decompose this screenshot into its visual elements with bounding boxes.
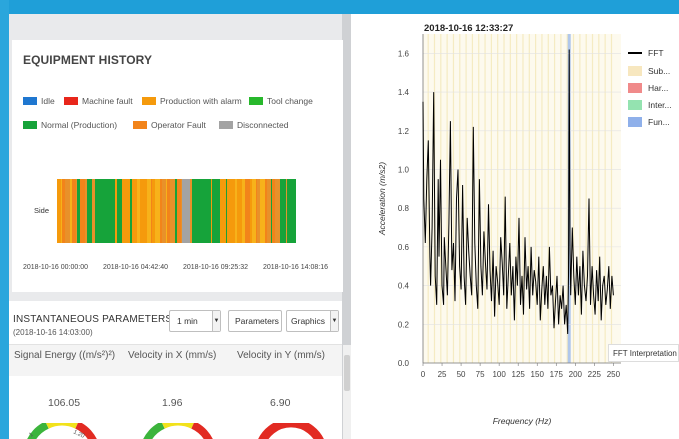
x-axis-label: Frequency (Hz) xyxy=(493,416,552,426)
legend-item-machine-fault[interactable]: Machine fault xyxy=(64,96,133,106)
chevron-down-icon: ▼ xyxy=(212,311,220,331)
legend-swatch-operator-fault xyxy=(133,121,147,129)
velocity-y-header: Velocity in Y (mm/s) xyxy=(237,350,325,361)
x-tick-label: 25 xyxy=(438,370,447,379)
graphics-select[interactable]: Graphics ▼ xyxy=(286,310,339,332)
x-tick-label: 200 xyxy=(569,370,583,379)
velocity-x-header: Velocity in X (mm/s) xyxy=(128,350,216,361)
fft-legend-fun[interactable]: Fun... xyxy=(628,117,670,127)
y-tick-label: 0.6 xyxy=(398,243,410,252)
subharmonic-band xyxy=(484,34,485,363)
legend-item-idle[interactable]: Idle xyxy=(23,96,55,106)
velocity-x-value: 1.96 xyxy=(162,397,182,409)
legend-swatch-tool-change xyxy=(249,97,263,105)
y-tick-label: 1.0 xyxy=(398,165,410,174)
window-top-bar xyxy=(0,0,679,14)
y-tick-label: 0.8 xyxy=(398,204,410,213)
velocity-y-gauge xyxy=(252,423,330,439)
fft-plot-background xyxy=(423,34,621,363)
fft-interpretation-button[interactable]: FFT Interpretation xyxy=(608,344,679,362)
subharmonic-band xyxy=(516,34,517,363)
fft-legend-fft[interactable]: FFT xyxy=(628,48,664,58)
instantaneous-parameters-card: INSTANTANEOUS PARAMETERS (2018-10-16 14:… xyxy=(9,301,342,439)
time-tick-0: 2018-10-16 00:00:00 xyxy=(23,264,88,271)
window-left-bar xyxy=(0,0,9,439)
subharmonic-band xyxy=(503,34,504,363)
subharmonic-band xyxy=(491,34,492,363)
legend-item-normal-production[interactable]: Normal (Production) xyxy=(23,120,117,130)
x-tick-label: 250 xyxy=(607,370,621,379)
parameters-scrollbar-thumb[interactable] xyxy=(344,355,350,391)
signal-energy-header: Signal Energy ((m/s²)²) xyxy=(14,350,115,361)
timeline-segment xyxy=(295,179,296,243)
velocity-y-value: 6.90 xyxy=(270,397,290,409)
subharmonic-band xyxy=(428,34,429,363)
subharmonic-band xyxy=(510,34,511,363)
y-tick-label: 0.2 xyxy=(398,320,410,329)
subharmonic-band xyxy=(497,34,498,363)
legend-swatch-machine-fault xyxy=(64,97,78,105)
y-tick-label: 1.4 xyxy=(398,88,410,97)
subharmonic-band xyxy=(611,34,612,363)
subharmonic-band xyxy=(447,34,448,363)
x-tick-label: 0 xyxy=(421,370,426,379)
subharmonic-band xyxy=(592,34,593,363)
chevron-down-icon: ▼ xyxy=(330,311,338,331)
signal-energy-gauge: 1 1.20 xyxy=(23,423,101,439)
y-tick-label: 0.0 xyxy=(398,359,410,368)
subharmonic-band xyxy=(548,34,549,363)
legend-item-tool-change[interactable]: Tool change xyxy=(249,96,313,106)
subharmonic-band xyxy=(465,34,466,363)
state-timeline[interactable] xyxy=(57,179,296,243)
signal-energy-value: 106.05 xyxy=(48,397,80,409)
subharmonic-band xyxy=(573,34,574,363)
legend-swatch-disconnected xyxy=(219,121,233,129)
x-tick-label: 225 xyxy=(588,370,602,379)
y-tick-label: 1.6 xyxy=(398,49,410,58)
legend-swatch-production-with-alarm xyxy=(142,97,156,105)
time-tick-1: 2018-10-16 04:42:40 xyxy=(103,264,168,271)
time-tick-3: 2018-10-16 14:08:16 xyxy=(263,264,328,271)
subharmonic-band xyxy=(453,34,454,363)
timeline-row-label: Side xyxy=(34,206,49,215)
subharmonic-band xyxy=(459,34,460,363)
time-tick-2: 2018-10-16 09:25:32 xyxy=(183,264,248,271)
equipment-history-card: EQUIPMENT HISTORY Idle Machine fault Pro… xyxy=(12,40,343,292)
fft-legend-har[interactable]: Har... xyxy=(628,83,668,93)
subharmonic-band xyxy=(535,34,536,363)
legend-item-production-with-alarm[interactable]: Production with alarm xyxy=(142,96,242,106)
fft-chart[interactable]: 0.0 0.2 0.4 0.6 0.8 1.0 1.2 1.4 1.6 0 50 100 150 200 2… xyxy=(351,14,679,439)
subharmonic-band xyxy=(598,34,599,363)
legend-item-operator-fault[interactable]: Operator Fault xyxy=(133,120,206,130)
legend-swatch-idle xyxy=(23,97,37,105)
instantaneous-parameters-date: (2018-10-16 14:03:00) xyxy=(13,328,93,337)
fft-legend-sub[interactable]: Sub... xyxy=(628,66,670,76)
subharmonic-band xyxy=(529,34,530,363)
subharmonic-band xyxy=(586,34,587,363)
x-tick-label: 175 xyxy=(550,370,564,379)
fft-legend-inter[interactable]: Inter... xyxy=(628,100,672,110)
legend-swatch-normal-production xyxy=(23,121,37,129)
y-tick-label: 1.2 xyxy=(398,127,410,136)
parameters-button[interactable]: Parameters xyxy=(228,310,282,332)
x-tick-label: 50 xyxy=(457,370,466,379)
subharmonic-band xyxy=(579,34,580,363)
x-tick-label: 125 xyxy=(512,370,526,379)
y-axis-label: Acceleration (m/s2) xyxy=(377,162,387,236)
x-tick-label: 75 xyxy=(476,370,485,379)
equipment-history-title: EQUIPMENT HISTORY xyxy=(23,53,152,67)
subharmonic-band xyxy=(560,34,561,363)
interval-select[interactable]: 1 min ▼ xyxy=(169,310,221,332)
legend-item-disconnected[interactable]: Disconnected xyxy=(219,120,289,130)
subharmonic-band xyxy=(605,34,606,363)
y-tick-label: 0.4 xyxy=(398,282,410,291)
x-tick-label: 150 xyxy=(531,370,545,379)
subharmonic-band xyxy=(541,34,542,363)
velocity-x-gauge xyxy=(139,423,217,439)
x-tick-label: 100 xyxy=(492,370,506,379)
instantaneous-parameters-title: INSTANTANEOUS PARAMETERS xyxy=(13,314,172,325)
